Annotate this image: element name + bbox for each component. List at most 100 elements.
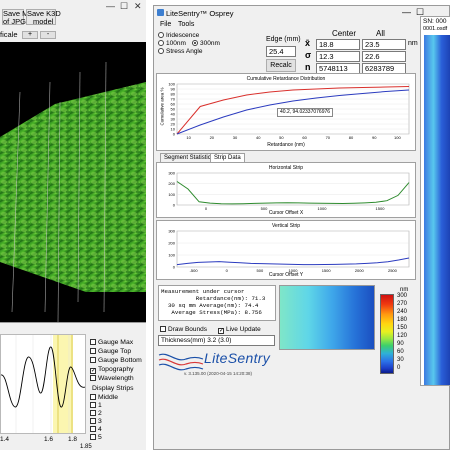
draw-bounds-checkbox[interactable]: Draw Bounds xyxy=(160,326,207,333)
maximize-icon[interactable]: ☐ xyxy=(416,7,425,17)
series-line-1 xyxy=(176,257,410,266)
radio-300nm[interactable]: 300nm xyxy=(192,40,220,47)
thickness-field[interactable]: Thickness(mm) 3.2 (3.0) xyxy=(158,335,275,346)
radio-dot[interactable] xyxy=(158,48,164,54)
horizontal-strip-xlabel: Cursor Offset X xyxy=(268,210,304,216)
menu-tools[interactable]: Tools xyxy=(178,21,195,28)
radio-100nm[interactable]: 100nm xyxy=(158,40,186,47)
version-text: v. 3.135.00 (2020-04-15 14:20:38) xyxy=(184,371,252,376)
checkbox-box[interactable] xyxy=(90,348,96,354)
wavelength-checkbox[interactable]: Wavelength xyxy=(90,375,134,383)
checkbox-box[interactable] xyxy=(90,394,96,400)
thickness-value: 3.2 (3.0) xyxy=(207,337,232,344)
series-line-1 xyxy=(176,86,410,135)
gauge-top-checkbox[interactable]: Gauge Top xyxy=(90,348,131,356)
measurement-panel: Measurement under cursor Retardance(nm):… xyxy=(158,285,276,321)
strip-3-checkbox[interactable]: 3 xyxy=(90,418,102,426)
y-tick-label: 90 xyxy=(171,87,176,92)
live-update-checkbox[interactable]: ✓ Live Update xyxy=(218,326,261,334)
x-tick-label: -500 xyxy=(190,268,199,273)
profile-graph[interactable] xyxy=(0,334,86,434)
distribution-chart-panel[interactable]: Cumulative Retardance Distribution 100 90… xyxy=(156,73,416,151)
checkbox-box[interactable] xyxy=(90,410,96,416)
plot-area xyxy=(176,230,410,268)
horizontal-strip-panel[interactable]: Horizontal Strip 300 200 100 0 0 500 1000 1500 … xyxy=(156,162,416,218)
litesentry-logo-waves xyxy=(158,353,204,371)
topography-label: Topography xyxy=(98,366,134,373)
recalc-button[interactable]: Recalc xyxy=(266,59,296,72)
save-movie-button[interactable] xyxy=(2,9,24,25)
x-tick-label: 30 xyxy=(233,135,238,140)
save-k3d-button[interactable] xyxy=(26,9,56,25)
x-tick-label: 500 xyxy=(261,206,268,211)
y-tick-label: 40 xyxy=(171,112,176,117)
distribution-tooltip: 40.2, 94.02337076976 xyxy=(277,108,334,117)
sample-retardance-map[interactable] xyxy=(424,35,450,385)
topography-3d-view[interactable] xyxy=(0,42,146,322)
sample-file: 0001.osdf xyxy=(423,26,448,32)
colorbar-tick-label: 0 xyxy=(397,365,401,371)
y-tick-label: 10 xyxy=(171,127,176,132)
app-icon xyxy=(157,9,164,16)
checkbox-box[interactable] xyxy=(90,418,96,424)
y-tick-label: 20 xyxy=(171,122,176,127)
graph-tick-3: 1.8 xyxy=(68,436,78,443)
checkbox-box[interactable] xyxy=(90,339,96,345)
checkbox-box[interactable] xyxy=(90,434,96,440)
y-tick-label: 0 xyxy=(173,203,176,208)
all-header: All xyxy=(376,29,385,38)
x-tick-label: 40 xyxy=(256,135,261,140)
close-icon[interactable]: ✕ xyxy=(134,1,142,11)
osprey-window: LiteSentry™ Osprey — ☐ File Tools Irides… xyxy=(153,5,450,450)
checkbox-box[interactable] xyxy=(90,357,96,363)
stress-readout: Average Stress(MPa): 8.756 xyxy=(161,309,262,316)
radio-iridescence[interactable]: Iridescence xyxy=(158,32,199,39)
topography-checkbox[interactable]: ✓ Topography xyxy=(90,366,134,374)
strip-2-checkbox[interactable]: 2 xyxy=(90,410,102,418)
strip-1-label: 1 xyxy=(98,402,102,409)
x-tick-label: 1000 xyxy=(318,206,328,211)
gauge-max-checkbox[interactable]: Gauge Max xyxy=(90,339,133,347)
checkbox-box[interactable] xyxy=(160,326,166,332)
checkbox-box[interactable] xyxy=(90,402,96,408)
graph-tick-2: 1.6 xyxy=(44,436,54,443)
zoom-out-button[interactable]: - xyxy=(40,31,56,39)
zoom-in-button[interactable]: + xyxy=(22,31,38,39)
x-tick-label: 20 xyxy=(210,135,215,140)
distribution-ylabel: Cumulative area % xyxy=(159,87,165,126)
radio-dot[interactable] xyxy=(158,40,164,46)
x-tick-label: 1000 xyxy=(289,268,299,273)
measurement-heading: Measurement under cursor xyxy=(161,288,245,295)
minimize-icon[interactable]: — xyxy=(106,1,115,11)
radio-label: Iridescence xyxy=(166,32,200,39)
minimize-icon[interactable]: — xyxy=(402,7,411,17)
checkmark-icon[interactable]: ✓ xyxy=(218,328,225,334)
strip-middle-checkbox[interactable]: Middle xyxy=(90,394,118,402)
maximize-icon[interactable]: ☐ xyxy=(120,1,129,11)
retardance-map-preview[interactable] xyxy=(279,285,375,350)
strip-4-checkbox[interactable]: 4 xyxy=(90,426,102,434)
radio-stress-angle[interactable]: Stress Angle xyxy=(158,48,203,55)
retardance-readout: Retardance(nm): 71.3 xyxy=(161,295,266,302)
strip-middle-label: Middle xyxy=(98,394,119,401)
menu-file[interactable]: File xyxy=(160,21,172,28)
strip-5-checkbox[interactable]: 5 xyxy=(90,434,102,442)
checkbox-box[interactable] xyxy=(90,375,96,381)
checkbox-box[interactable] xyxy=(90,426,96,432)
strip-1-checkbox[interactable]: 1 xyxy=(90,402,102,410)
checkmark-icon[interactable]: ✓ xyxy=(90,368,97,374)
colorbar-tick-label: 60 xyxy=(397,349,404,355)
count-symbol: n xyxy=(305,62,311,72)
center-mean-value: 18.8 xyxy=(316,39,360,50)
draw-bounds-label: Draw Bounds xyxy=(168,326,208,333)
sample-map-panel[interactable]: SN: 000 0001.osdf xyxy=(420,16,450,386)
radio-dot-selected[interactable] xyxy=(192,40,198,46)
edge-input[interactable]: 25.4 xyxy=(266,46,296,57)
vertical-strip-panel[interactable]: Vertical Strip 300 200 100 0 -500 0 500 1000 150… xyxy=(156,220,416,280)
gauge-bottom-checkbox[interactable]: Gauge Bottom xyxy=(90,357,142,365)
series-line-2 xyxy=(176,89,410,135)
display-strips-label: Display Strips xyxy=(92,385,134,392)
x-tick-label: 1500 xyxy=(376,206,386,211)
radio-dot[interactable] xyxy=(158,32,164,38)
colorbar-tick-label: 30 xyxy=(397,357,404,363)
